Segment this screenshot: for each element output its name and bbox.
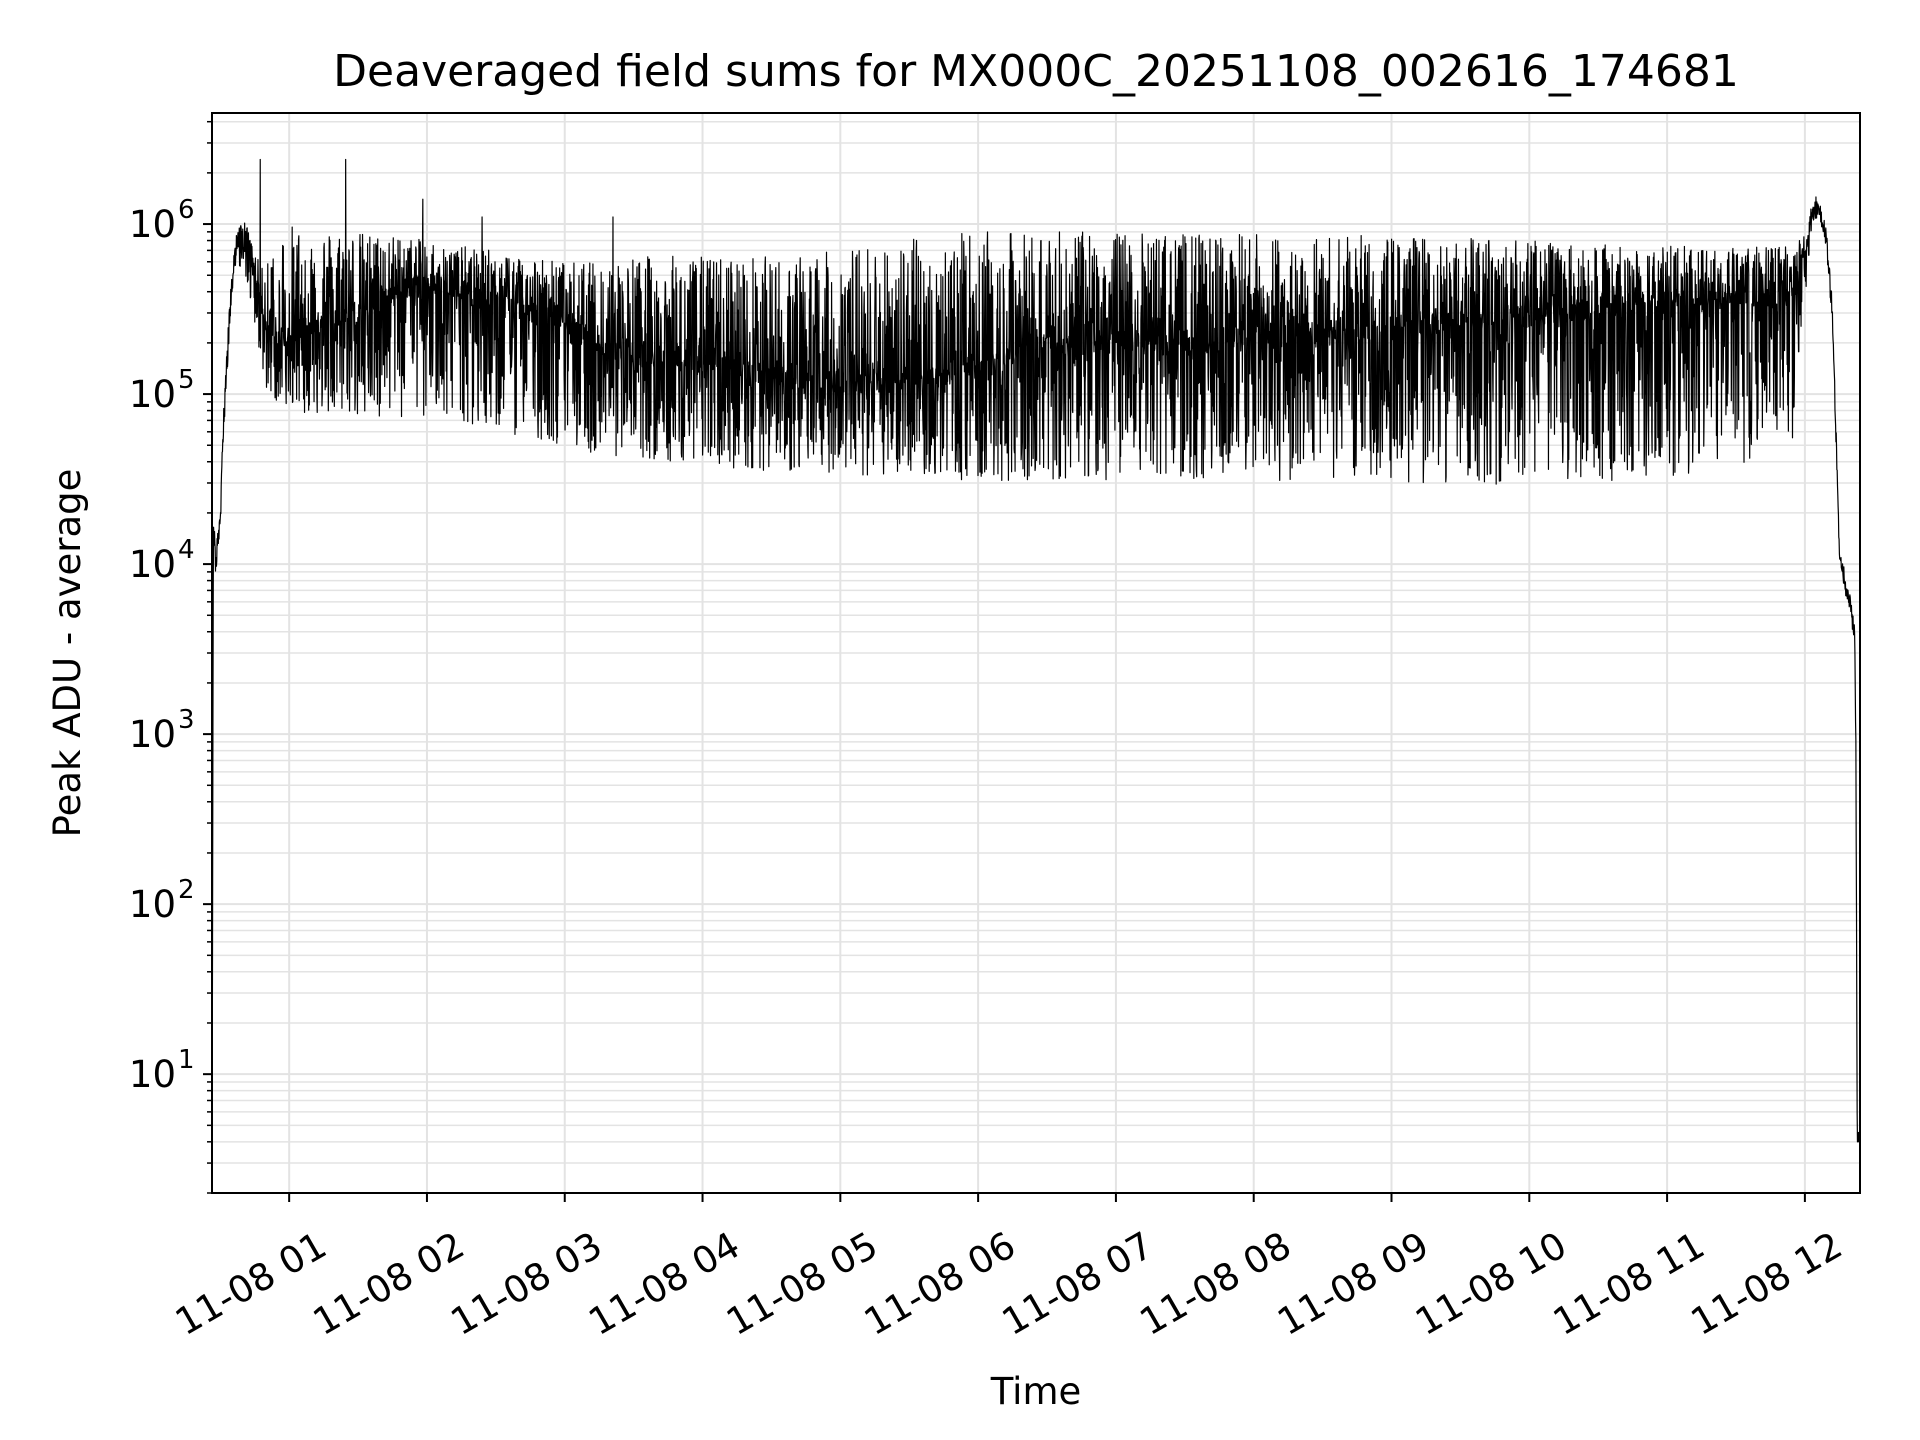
y-tick-exponent: 3 (178, 705, 195, 735)
grid (212, 113, 1860, 1194)
y-tick-label: 10 (129, 883, 176, 926)
series-line (211, 158, 1861, 1194)
series (211, 158, 1861, 1194)
y-tick-label: 10 (129, 373, 176, 416)
y-tick-exponent: 4 (178, 535, 195, 565)
y-tick-exponent: 1 (178, 1045, 195, 1075)
y-tick-label: 10 (129, 1053, 176, 1096)
x-axis-label: Time (990, 1370, 1082, 1413)
y-tick-exponent: 6 (178, 195, 195, 225)
y-tick-label: 10 (129, 543, 176, 586)
y-tick-exponent: 2 (178, 875, 195, 905)
y-tick-exponent: 5 (178, 365, 195, 395)
y-tick-label: 10 (129, 203, 176, 246)
y-tick-label: 10 (129, 713, 176, 756)
chart-title: Deaveraged field sums for MX000C_2025110… (333, 46, 1739, 97)
y-axis-label: Peak ADU - average (46, 469, 89, 838)
